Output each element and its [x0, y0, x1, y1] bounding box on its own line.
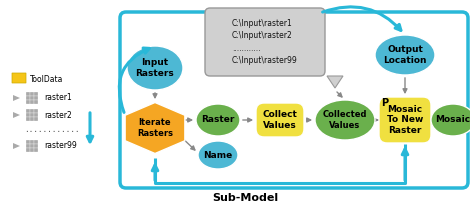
- Ellipse shape: [315, 100, 375, 140]
- FancyBboxPatch shape: [379, 97, 431, 143]
- Bar: [26, 92, 30, 96]
- Bar: [30, 140, 33, 144]
- Polygon shape: [327, 76, 343, 88]
- Text: Iterate
Rasters: Iterate Rasters: [137, 118, 173, 138]
- Text: raster1: raster1: [44, 93, 72, 102]
- Bar: [34, 96, 38, 99]
- Ellipse shape: [431, 104, 470, 136]
- Text: Sub-Model: Sub-Model: [212, 193, 278, 203]
- Bar: [30, 117, 33, 121]
- FancyBboxPatch shape: [205, 8, 325, 76]
- Text: Output
Location: Output Location: [383, 45, 427, 65]
- Bar: [30, 100, 33, 103]
- Text: ............: ............: [24, 125, 79, 135]
- Bar: [26, 113, 30, 116]
- Bar: [26, 96, 30, 99]
- Ellipse shape: [198, 141, 238, 169]
- Polygon shape: [13, 143, 20, 149]
- Text: Mosaic
To New
Raster: Mosaic To New Raster: [387, 105, 423, 135]
- Bar: [30, 144, 33, 148]
- Bar: [34, 100, 38, 103]
- Polygon shape: [13, 95, 20, 101]
- Bar: [30, 109, 33, 112]
- Text: Input
Rasters: Input Rasters: [136, 58, 174, 78]
- Text: Mosaic: Mosaic: [435, 116, 470, 125]
- Bar: [30, 113, 33, 116]
- Bar: [30, 96, 33, 99]
- Bar: [26, 144, 30, 148]
- FancyBboxPatch shape: [12, 73, 26, 83]
- Bar: [34, 140, 38, 144]
- Bar: [34, 144, 38, 148]
- FancyBboxPatch shape: [256, 103, 304, 137]
- Text: Raster: Raster: [201, 116, 235, 125]
- Text: Collect
Values: Collect Values: [263, 110, 298, 130]
- Text: P: P: [382, 98, 389, 108]
- Bar: [26, 100, 30, 103]
- Bar: [30, 148, 33, 152]
- Bar: [34, 113, 38, 116]
- Bar: [26, 117, 30, 121]
- Bar: [30, 92, 33, 96]
- Polygon shape: [13, 112, 20, 118]
- Bar: [34, 109, 38, 112]
- Text: ToolData: ToolData: [30, 74, 63, 84]
- Ellipse shape: [375, 35, 435, 75]
- Text: raster99: raster99: [44, 141, 77, 150]
- Text: C:\Input\raster1
C:\Input\raster2
............
C:\Input\raster99: C:\Input\raster1 C:\Input\raster2 ......…: [232, 19, 298, 65]
- Text: raster2: raster2: [44, 111, 72, 120]
- Bar: [26, 140, 30, 144]
- Polygon shape: [125, 102, 185, 153]
- Text: Name: Name: [204, 150, 233, 159]
- Bar: [26, 109, 30, 112]
- Bar: [34, 117, 38, 121]
- Bar: [26, 148, 30, 152]
- Ellipse shape: [196, 104, 240, 136]
- Bar: [34, 148, 38, 152]
- Ellipse shape: [127, 46, 183, 90]
- Bar: [34, 92, 38, 96]
- Text: Collected
Values: Collected Values: [323, 110, 367, 130]
